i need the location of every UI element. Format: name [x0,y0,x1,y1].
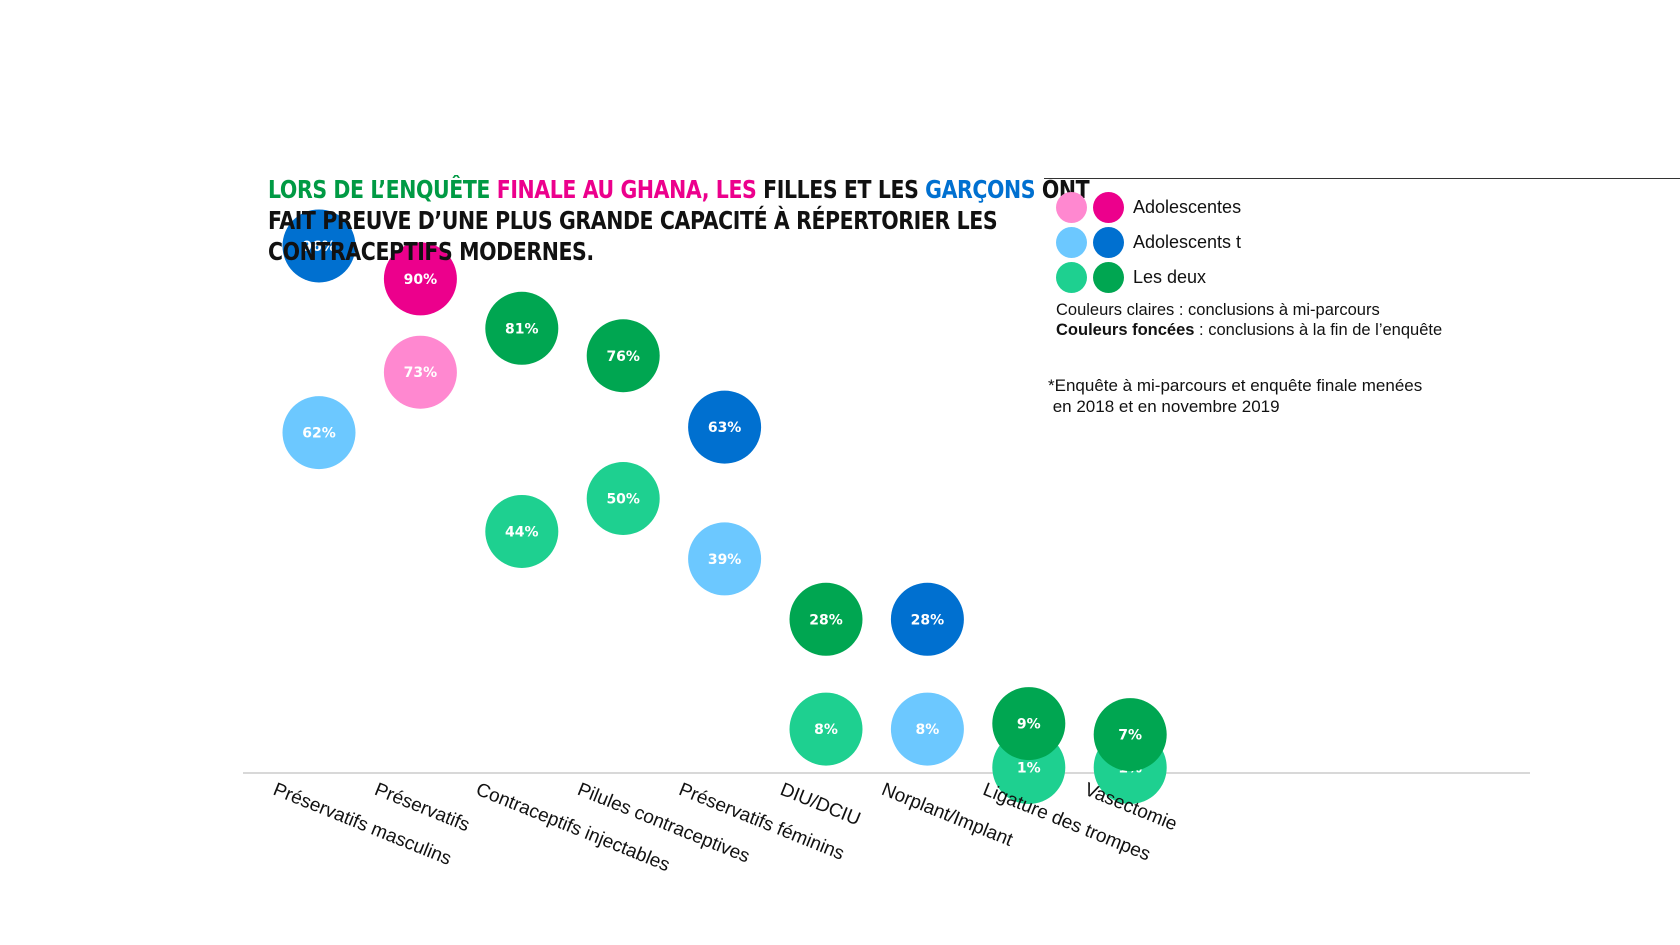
data-label: 44% [505,524,539,540]
legend-divider [1044,178,1680,179]
title-part-2: FINALE AU GHANA, LES [496,175,764,204]
data-label: 96% [302,239,336,255]
note-light-label: Couleurs claires [1056,301,1175,319]
x-tick-label: Préservatifs féminins [676,779,847,865]
data-label: 50% [606,492,640,508]
data-bubble-both-end [586,319,660,393]
footnote: *Enquête à mi-parcours et enquête finale… [1048,376,1423,416]
legend-label: Adolescentes [1133,197,1242,217]
data-label: 9% [1017,717,1041,733]
data-bubble-both-end [485,291,559,365]
data-bubble-both-end [789,582,863,656]
legend-swatch-light [1056,227,1087,258]
title-part-1: LORS DE L’ENQUÊTE [268,175,497,204]
data-label: 73% [404,365,438,381]
legend-swatch-dark [1093,227,1124,258]
data-bubble-both-end [1093,698,1167,772]
note-light-text: : conclusions à mi-parcours [1174,301,1380,319]
title-line-3: CONTRACEPTIFS MODERNES. [268,237,594,266]
legend-swatch-dark [1093,192,1124,223]
data-bubble-boys-end [282,209,356,283]
legend-swatch-light [1056,262,1087,293]
data-label: 8% [814,722,838,738]
data-bubble-both-end [992,687,1066,761]
data-label: 63% [708,420,742,436]
data-bubble-boys-mid [282,396,356,470]
data-bubble-boys-mid [890,692,964,766]
x-tick-label: Contraceptifs injectables [473,779,673,876]
data-label: 1% [1017,761,1041,777]
data-bubble-both-mid [586,462,660,535]
data-bubble-boys-end [890,582,964,656]
data-label: 62% [302,426,336,442]
title-part-4: GARÇONS [925,175,1036,204]
legend-label: Les deux [1133,267,1207,287]
data-label: 7% [1118,728,1142,744]
data-label: 81% [505,321,539,337]
data-label: 76% [606,349,640,365]
chart-title: LORS DE L’ENQUÊTE FINALE AU GHANA, LES F… [268,174,1090,267]
data-label: 8% [916,722,940,738]
data-bubble-girls-mid [383,335,457,409]
title-line-2: FAIT PREUVE D’UNE PLUS GRANDE CAPACITÉ À… [268,206,998,235]
data-bubble-both-mid [485,494,559,568]
legend-note-light: Couleurs claires : conclusions à mi-parc… [1056,300,1442,320]
x-tick-label: Préservatifs masculins [270,779,454,870]
legend: Adolescentes Adolescents t Les deux [1056,190,1241,295]
legend-notes: Couleurs claires : conclusions à mi-parc… [1056,300,1442,340]
note-dark-text: : conclusions à la fin de l’enquête [1194,321,1443,339]
legend-item-both: Les deux [1056,260,1241,295]
legend-swatch-dark [1093,262,1124,293]
legend-note-dark: Couleurs foncées : conclusions à la fin … [1056,320,1442,340]
data-label: 90% [404,272,438,288]
note-dark-label: Couleurs foncées [1056,321,1195,339]
legend-item-girls: Adolescentes [1056,190,1241,225]
data-bubble-both-mid [789,692,863,766]
legend-item-boys: Adolescents t [1056,225,1241,260]
data-label: 28% [911,612,945,628]
title-part-3: FILLES ET LES [763,175,926,204]
data-bubble-boys-end [688,390,762,464]
legend-swatch-light [1056,192,1087,223]
data-label: 39% [708,552,742,568]
legend-label: Adolescents t [1133,232,1242,252]
data-label: 28% [809,612,843,628]
data-bubble-boys-mid [688,522,762,596]
data-bubble-girls-end [383,242,457,316]
